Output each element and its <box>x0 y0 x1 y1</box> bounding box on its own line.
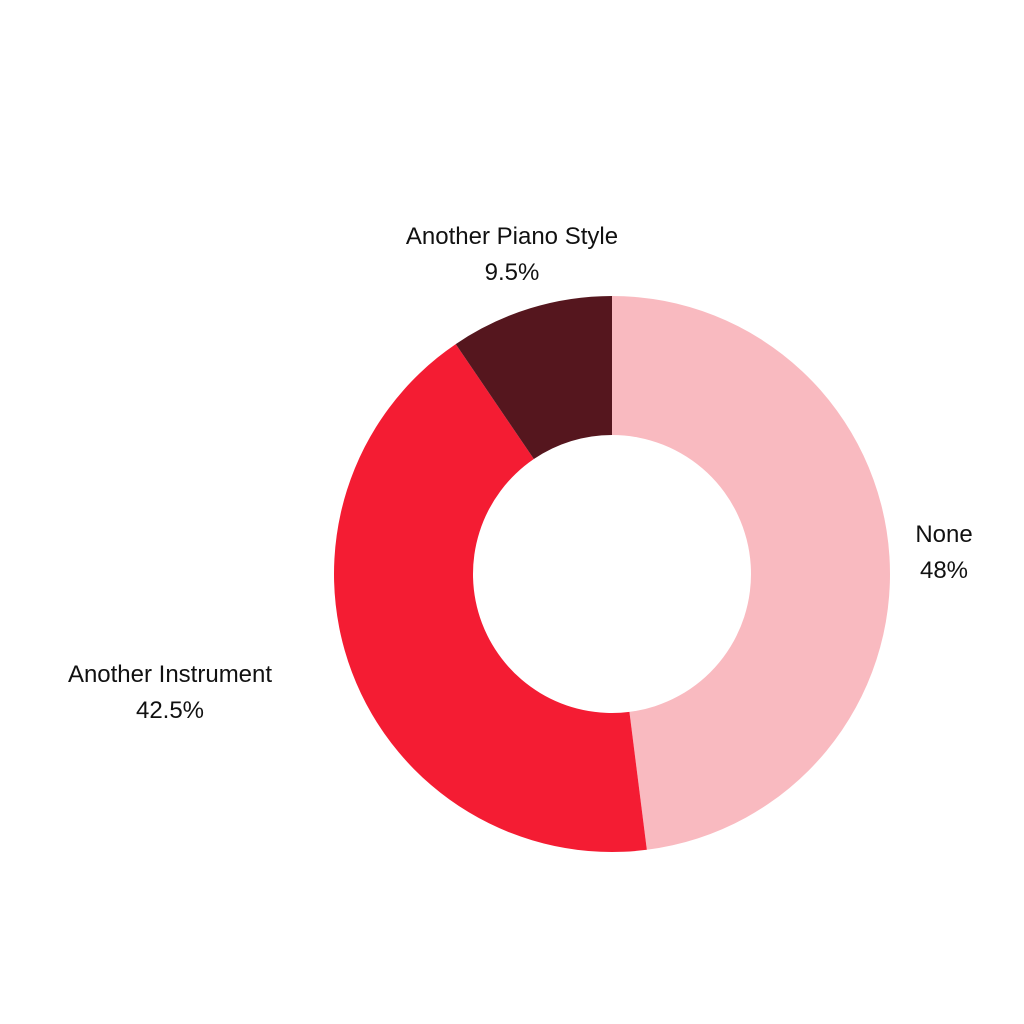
slice-another-instrument <box>334 344 647 852</box>
slice-label: Another Piano Style <box>406 223 618 250</box>
slice-label: None <box>915 521 972 548</box>
slice-another-piano-style <box>455 296 612 460</box>
slice-none <box>612 296 891 850</box>
slice-value-label: 42.5% <box>136 697 204 724</box>
slice-label: Another Instrument <box>68 661 272 688</box>
slice-value-label: 9.5% <box>485 259 540 286</box>
slice-value-label: 48% <box>920 557 968 584</box>
